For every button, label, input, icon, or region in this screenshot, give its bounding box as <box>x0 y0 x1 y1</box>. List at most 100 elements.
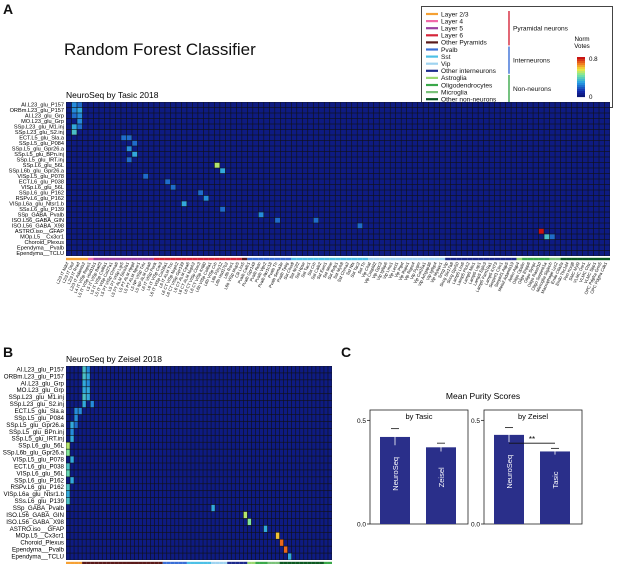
tasic-cell <box>82 140 88 146</box>
tasic-cell <box>170 107 176 113</box>
zeisel-cell <box>308 463 312 470</box>
tasic-cell <box>423 179 429 185</box>
tasic-cell <box>170 239 176 245</box>
tasic-cell <box>450 118 456 124</box>
zeisel-cell <box>279 539 284 546</box>
tasic-col-label: Sst Tac1 <box>300 261 312 279</box>
tasic-cell <box>599 173 605 179</box>
tasic-cell <box>264 140 270 146</box>
zeisel-cell <box>191 511 195 519</box>
zeisel-cell <box>154 407 159 415</box>
zeisel-cell <box>287 400 292 408</box>
tasic-cell <box>401 118 407 124</box>
zeisel-cell <box>283 525 288 532</box>
tasic-cell <box>126 201 132 207</box>
zeisel-cell <box>312 491 316 498</box>
tasic-cell <box>467 190 473 196</box>
zeisel-cell <box>287 449 292 456</box>
tasic-cell <box>346 157 352 163</box>
zeisel-cell <box>283 504 288 512</box>
zeisel-cell <box>110 394 115 401</box>
tasic-cell <box>489 113 495 119</box>
tasic-cell <box>313 129 319 135</box>
tasic-cell <box>181 190 187 196</box>
tasic-cell <box>374 113 379 119</box>
tasic-cell <box>258 206 264 212</box>
tasic-cell <box>439 245 445 251</box>
tasic-cell <box>198 223 204 229</box>
zeisel-cell <box>328 491 332 498</box>
zeisel-cell <box>243 394 248 401</box>
zeisel-cell <box>138 518 143 526</box>
tasic-cell <box>258 102 264 108</box>
tasic-cell <box>71 151 77 157</box>
zeisel-cell <box>219 400 223 408</box>
zeisel-cell <box>122 428 127 435</box>
zeisel-cell <box>154 525 159 532</box>
tasic-cell <box>516 245 522 251</box>
tasic-cell <box>555 168 561 174</box>
zeisel-cell <box>207 435 211 442</box>
tasic-cell <box>434 239 440 245</box>
zeisel-cell <box>86 400 90 408</box>
tasic-cell <box>511 113 517 119</box>
zeisel-cell <box>78 525 82 532</box>
tasic-cell <box>467 201 473 207</box>
zeisel-cell <box>287 504 292 512</box>
tasic-cell <box>247 179 253 185</box>
tasic-cell <box>406 151 412 157</box>
tasic-cell <box>390 228 396 234</box>
tasic-cell <box>417 140 423 146</box>
colorbar-step-14 <box>577 85 585 88</box>
tasic-cell <box>137 118 143 124</box>
tasic-cell <box>313 146 319 152</box>
tasic-cell <box>319 151 324 157</box>
tasic-cell <box>478 146 484 152</box>
tasic-cell <box>231 129 237 135</box>
zeisel-cell <box>219 546 223 553</box>
zeisel-cell <box>130 435 135 442</box>
tasic-cell <box>555 146 561 152</box>
tasic-cell <box>533 113 539 119</box>
tasic-cell <box>538 140 544 146</box>
zeisel-cell <box>227 511 231 519</box>
tasic-cell <box>220 245 226 251</box>
zeisel-cell <box>231 421 235 429</box>
zeisel-cell <box>183 414 187 422</box>
tasic-cell <box>121 146 127 152</box>
zeisel-cell <box>203 456 207 463</box>
tasic-cell <box>220 113 226 119</box>
zeisel-cell <box>118 470 123 477</box>
tasic-cell <box>220 239 226 245</box>
zeisel-cell <box>267 525 272 532</box>
tasic-cell <box>159 217 165 223</box>
zeisel-cell <box>175 539 179 546</box>
tasic-cell <box>604 113 610 119</box>
tasic-cell <box>352 173 357 179</box>
tasic-cell <box>93 129 99 135</box>
tasic-cell <box>489 239 495 245</box>
zeisel-cell <box>316 546 320 553</box>
tasic-cell <box>291 107 297 113</box>
tasic-cell <box>593 217 599 223</box>
tasic-cell <box>357 223 363 229</box>
zeisel-cell <box>142 400 147 408</box>
tasic-cell <box>330 107 335 113</box>
tasic-cell <box>170 168 176 174</box>
tasic-cell <box>291 206 297 212</box>
zeisel-cell <box>324 546 328 553</box>
zeisel-cell <box>126 484 131 491</box>
zeisel-cell <box>175 366 179 373</box>
tasic-cell <box>319 201 324 207</box>
zeisel-cell <box>106 456 111 463</box>
zeisel-cell <box>308 449 312 456</box>
zeisel-cell <box>324 407 328 415</box>
tasic-cell <box>264 107 270 113</box>
tasic-cell <box>82 212 88 218</box>
tasic-cell <box>346 239 352 245</box>
tasic-cell <box>280 201 286 207</box>
zeisel-cell <box>239 380 244 387</box>
tasic-cell <box>176 162 182 168</box>
colorbar-step-5 <box>577 67 585 70</box>
tasic-cell <box>264 245 270 251</box>
